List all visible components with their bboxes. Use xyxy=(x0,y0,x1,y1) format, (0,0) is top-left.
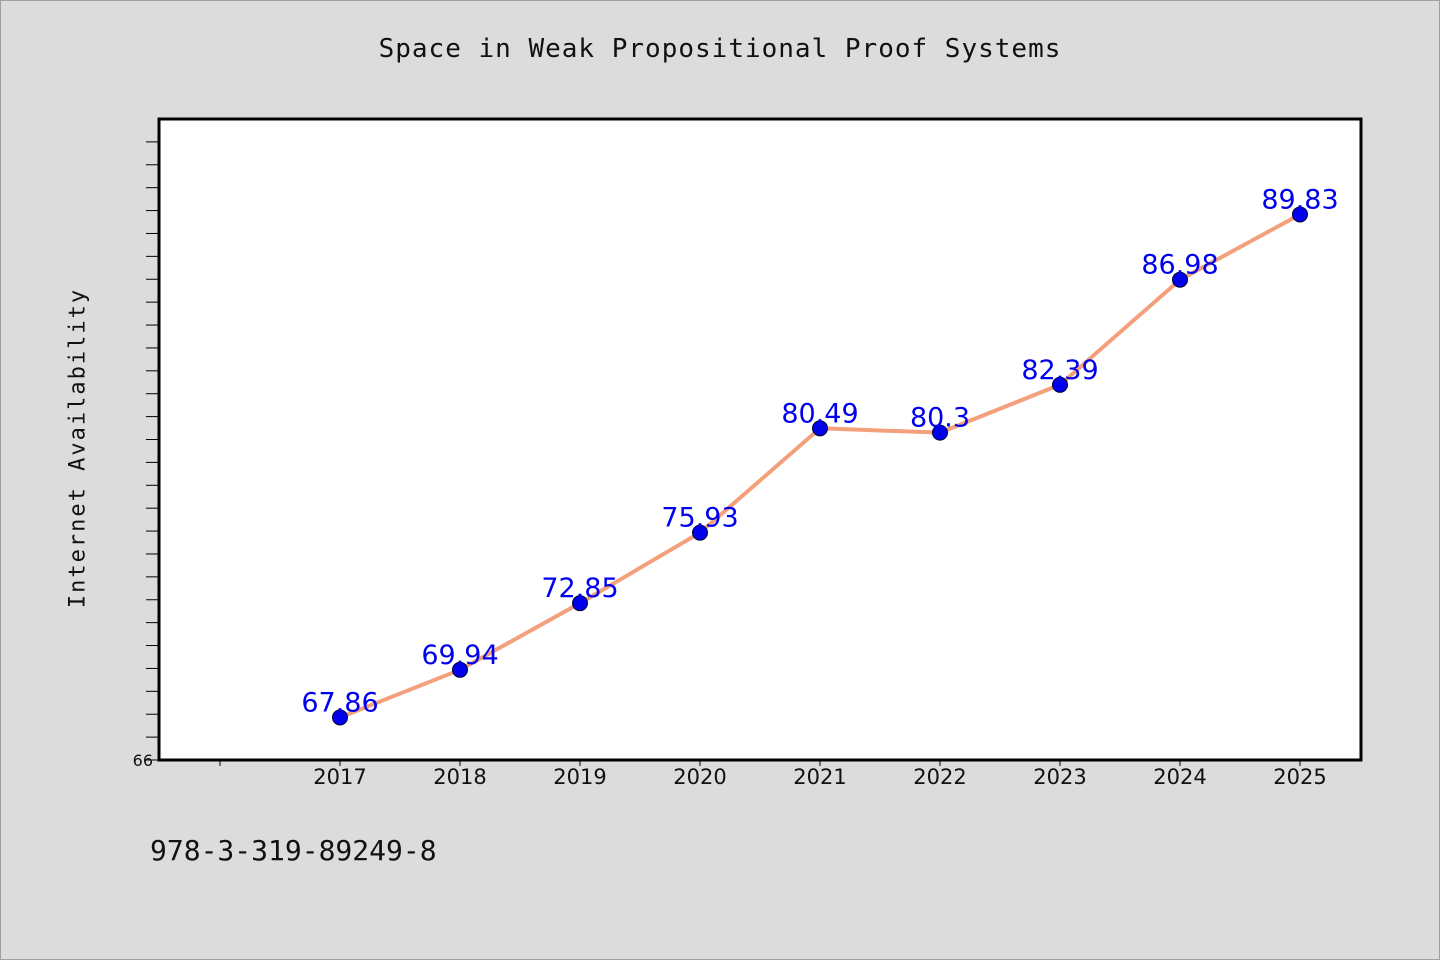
data-label-group: 67.86 69.94 72.85 75.93 80.49 80.3 82.39 86.98 8… xyxy=(301,184,1338,718)
x-tick-label: 2021 xyxy=(793,765,846,789)
data-label: 86.98 xyxy=(1141,250,1218,281)
data-point xyxy=(1052,376,1068,393)
x-axis-tick-labels: 2017 2018 2019 2020 2021 2022 2023 2024 2025 xyxy=(313,765,1326,789)
data-label: 80.49 xyxy=(781,398,858,429)
data-label: 72.85 xyxy=(541,573,618,604)
data-label: 82.39 xyxy=(1021,355,1098,386)
isbn-footnote: 978-3-319-89249-8 xyxy=(150,834,437,867)
x-tick-label: 2025 xyxy=(1273,765,1326,789)
data-point xyxy=(932,424,948,441)
data-point xyxy=(692,524,708,541)
y-axis-tick-labels: 66 xyxy=(133,751,153,770)
data-label: 80.3 xyxy=(910,403,970,434)
data-point xyxy=(332,709,348,726)
data-label: 75.93 xyxy=(661,503,738,534)
data-label: 69.94 xyxy=(421,640,498,671)
x-tick-label: 2024 xyxy=(1153,765,1206,789)
data-point xyxy=(812,420,828,437)
data-point xyxy=(1172,271,1188,288)
y-tick-label: 66 xyxy=(133,751,153,770)
x-tick-label: 2017 xyxy=(313,765,366,789)
y-axis-ticks xyxy=(146,141,159,761)
x-axis-ticks xyxy=(219,760,1301,766)
data-point-group xyxy=(332,206,1308,726)
x-tick-label: 2022 xyxy=(913,765,966,789)
data-label: 67.86 xyxy=(301,687,378,718)
data-label: 89.83 xyxy=(1261,184,1338,215)
x-tick-label: 2023 xyxy=(1033,765,1086,789)
data-point xyxy=(452,661,468,678)
data-point xyxy=(572,595,588,612)
chart-title: Space in Weak Propositional Proof System… xyxy=(378,34,1062,64)
x-tick-label: 2018 xyxy=(433,765,486,789)
plot-area xyxy=(157,117,1363,762)
data-point xyxy=(1292,206,1308,223)
x-tick-label: 2020 xyxy=(673,765,726,789)
x-tick-label: 2019 xyxy=(553,765,606,789)
